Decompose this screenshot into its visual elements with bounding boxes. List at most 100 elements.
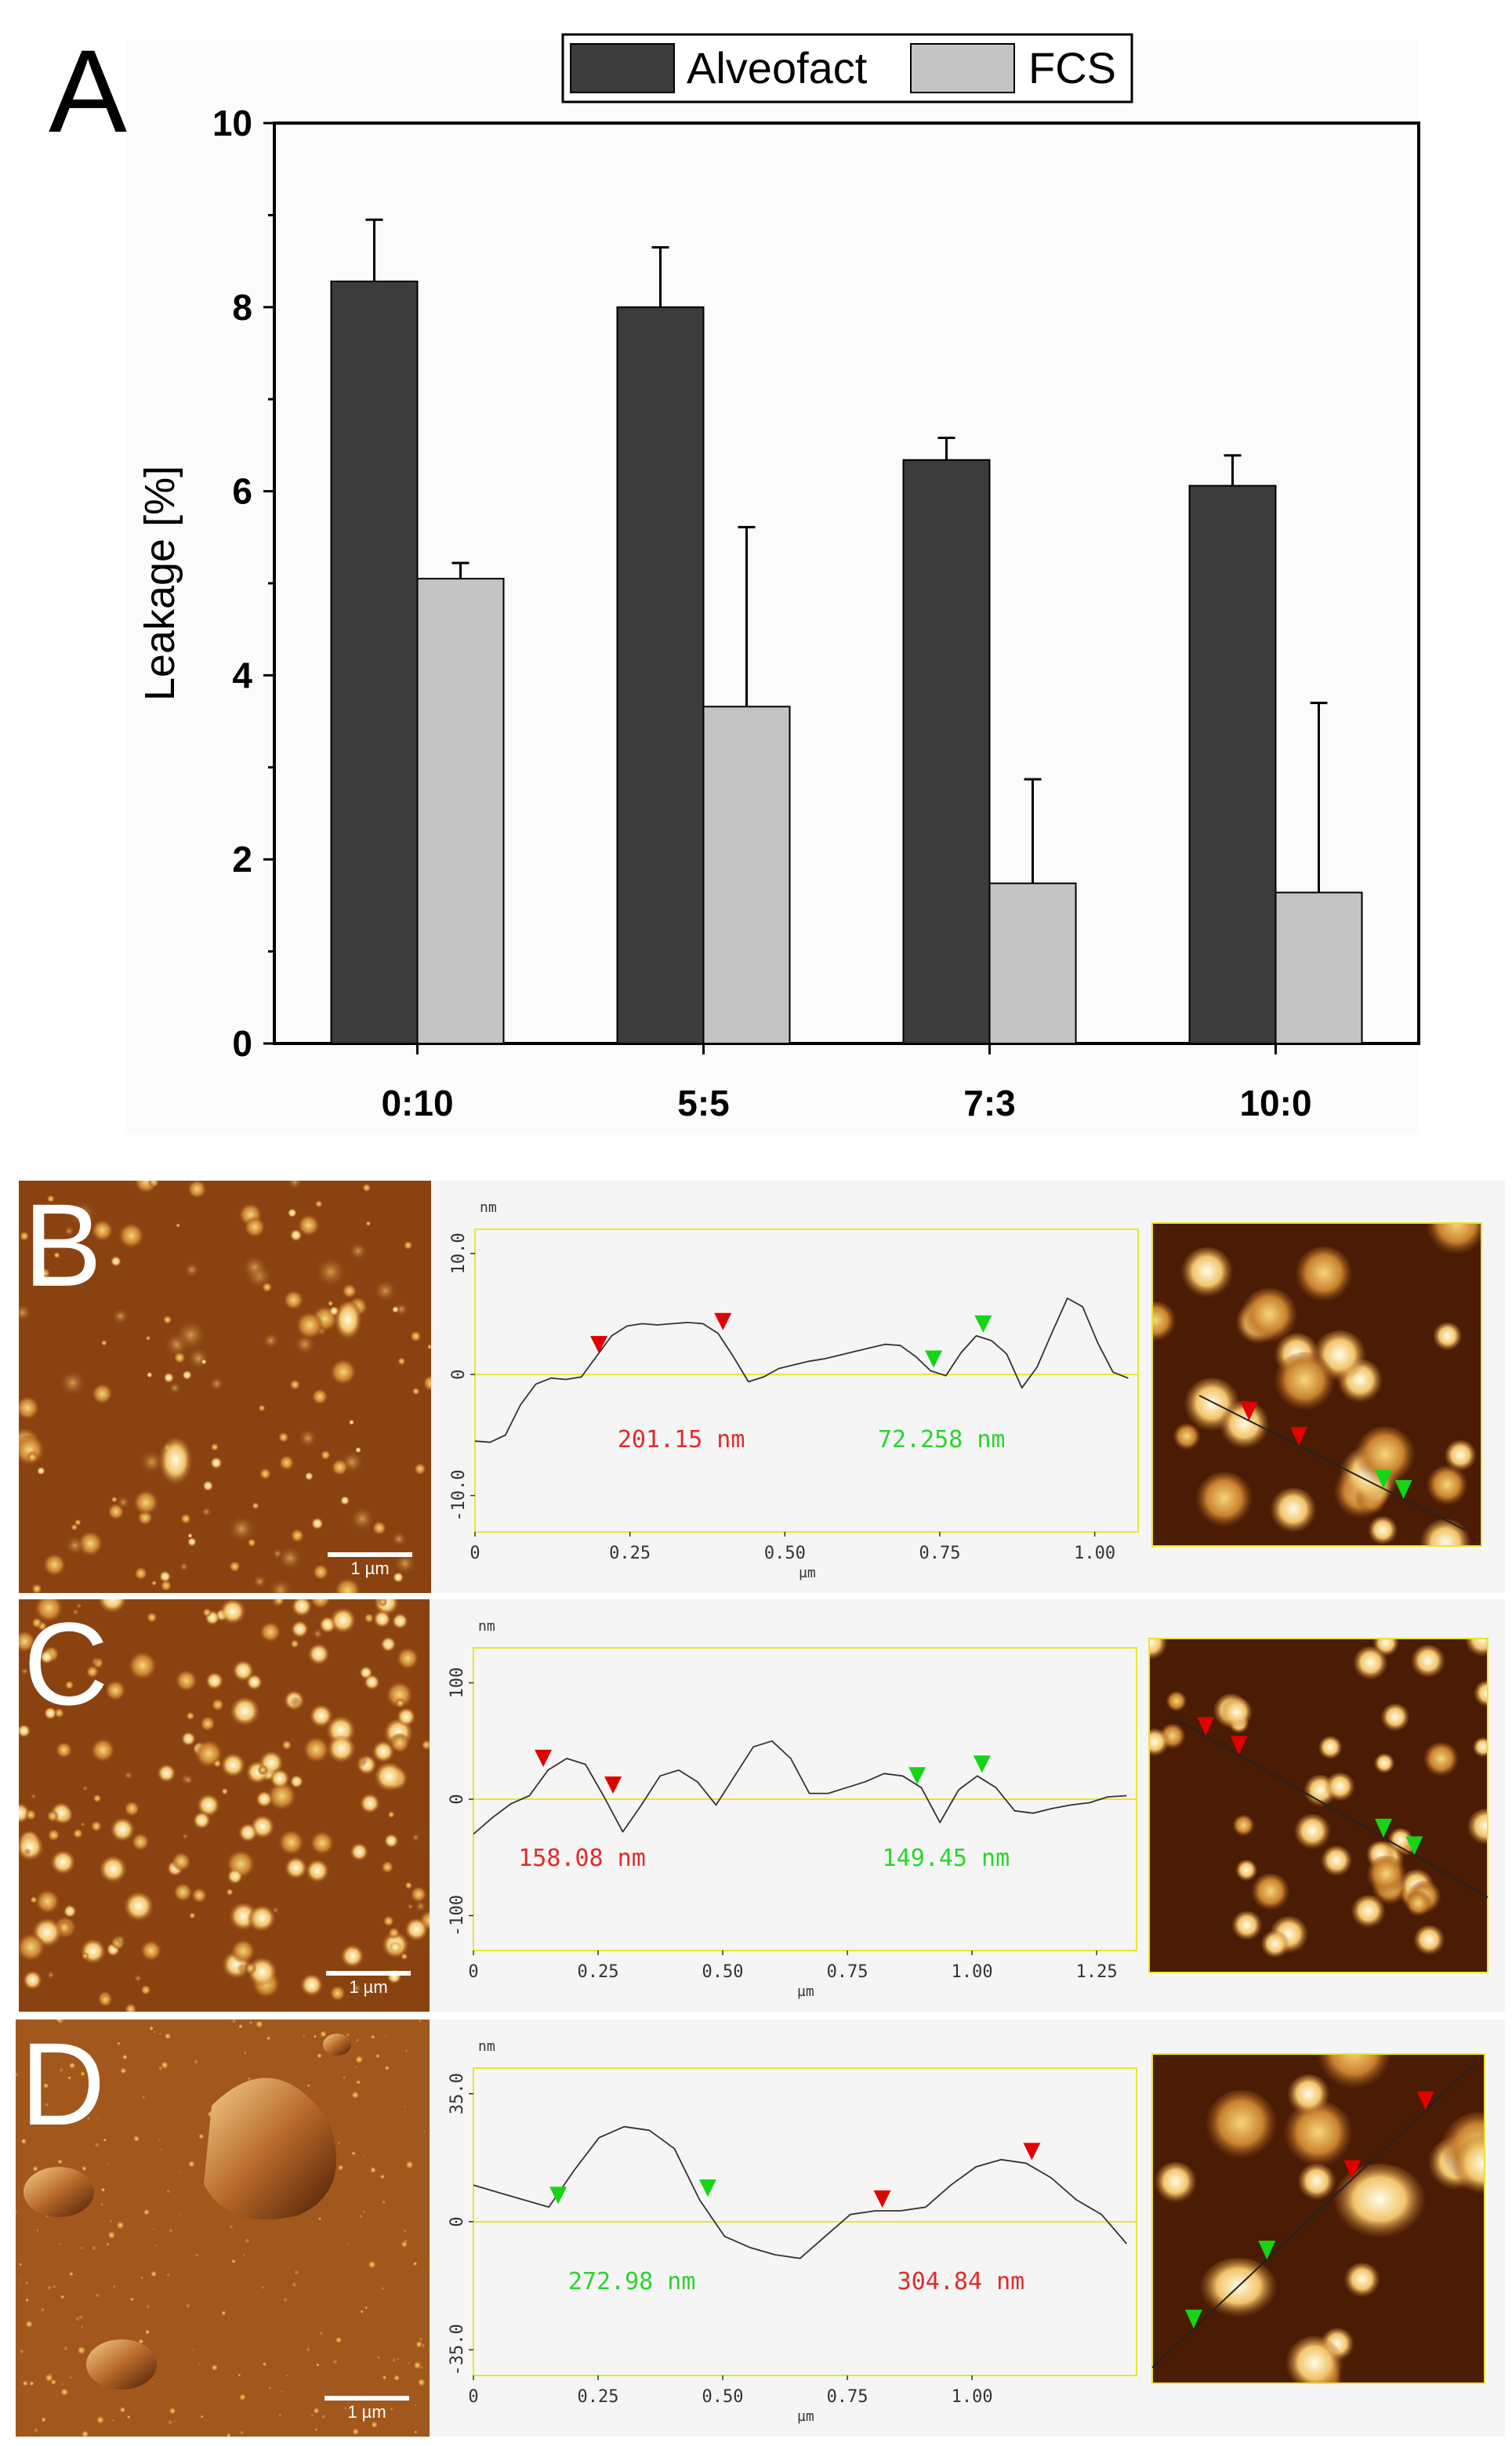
afm-particle: [360, 2310, 364, 2314]
legend-label-fcs: FCS: [1028, 43, 1116, 93]
profile-measure-label: 304.84 nm: [897, 2268, 1025, 2295]
afm-particle: [422, 1375, 433, 1392]
afm-particle: [99, 2201, 105, 2208]
profile-marker: [604, 1776, 622, 1795]
afm-particle: [154, 2244, 158, 2248]
afm-particle: [20, 2138, 27, 2146]
afm-particle: [72, 1828, 84, 1840]
afm-particle: [111, 2418, 116, 2423]
afm-particle: [237, 1824, 258, 1844]
afm-particle: [76, 2346, 86, 2356]
profile-x-tick-label: 1.25: [1076, 1962, 1118, 1982]
afm-particle: [31, 2426, 41, 2435]
profile-y-tick-label: -10.0: [449, 1470, 469, 1522]
afm-particle: [412, 2261, 418, 2266]
afm-particle: [143, 2208, 150, 2216]
afm-particle: [63, 1225, 75, 1238]
afm-particle: [1412, 1925, 1445, 1958]
afm-vesicle: [24, 2167, 94, 2217]
afm-particle: [199, 1716, 216, 1733]
afm-particle: [390, 2357, 397, 2364]
profile-y-tick-label: 0: [448, 1794, 467, 1804]
afm-particle: [36, 1467, 45, 1476]
afm-particle: [189, 1912, 196, 1920]
afm-particle: [226, 1889, 234, 1896]
afm-particle: [343, 2405, 349, 2412]
afm-particle: [384, 2065, 390, 2071]
afm-particle: [71, 1608, 80, 1617]
profile-marker: [873, 2190, 891, 2208]
afm-particle: [68, 2062, 76, 2070]
afm-particle: [179, 1562, 190, 1573]
afm-particle: [180, 1513, 192, 1525]
afm-particle: [201, 1359, 207, 1365]
afm-particle: [1472, 1737, 1488, 1759]
afm-particle: [378, 1599, 388, 1607]
afm-particle: [1286, 2074, 1331, 2118]
thumb-marker: [1184, 2310, 1202, 2329]
afm-particle: [110, 1818, 136, 1844]
afm-particle: [46, 1810, 60, 1824]
afm-particle: [419, 2364, 425, 2371]
afm-particle: [361, 2209, 367, 2215]
afm-particle: [107, 2230, 116, 2241]
afm-particle: [248, 1905, 276, 1933]
afm-particle: [241, 1255, 268, 1282]
afm-particle: [97, 1599, 128, 1615]
afm-particle: [342, 1284, 357, 1300]
bar-fcs-5-5: [702, 706, 791, 1044]
afm-particle: [387, 1811, 395, 1819]
afm-particle: [169, 2407, 177, 2415]
afm-particle: [202, 1480, 214, 1492]
afm-particle: [1444, 1439, 1478, 1474]
afm-particle: [379, 2285, 386, 2292]
afm-particle: [30, 1896, 38, 1904]
afm-particle: [53, 1707, 65, 1719]
afm-particle: [271, 1906, 280, 1915]
afm-particle: [388, 2406, 395, 2413]
afm-particle: [257, 1765, 269, 1776]
afm-thumbnail-c: [1149, 1639, 1488, 1972]
afm-particle: [326, 1735, 357, 1765]
afm-particle: [209, 1457, 223, 1470]
afm-particle: [187, 2160, 196, 2168]
thumb-marker: [1375, 1818, 1393, 1838]
afm-particle: [151, 2030, 158, 2035]
profile-y-tick-label: -100: [448, 1895, 467, 1936]
afm-particle: [348, 1420, 354, 1425]
afm-particle: [238, 2393, 247, 2402]
afm-particle: [246, 2020, 255, 2027]
afm-particle: [119, 2067, 127, 2075]
afm-particle: [277, 1432, 289, 1443]
profile-x-tick-label: 0.50: [702, 1962, 744, 1982]
scale-bar: [328, 1552, 412, 1557]
afm-particle: [162, 1316, 172, 1325]
x-tick-label: 10:0: [1239, 1083, 1311, 1123]
profile-measure-label: 158.08 nm: [518, 1845, 646, 1872]
afm-particle: [227, 2223, 235, 2231]
afm-particle: [64, 1681, 74, 1690]
afm-particle: [393, 1302, 409, 1318]
afm-particle: [86, 2052, 92, 2059]
afm-particle: [289, 1697, 302, 1709]
afm-particle: [417, 2020, 423, 2024]
afm-particle: [380, 1637, 397, 1653]
afm-particle: [1387, 1827, 1414, 1854]
afm-particle: [355, 1446, 361, 1453]
profile-y-tick-label: 0: [449, 1370, 469, 1380]
afm-particle: [309, 1704, 333, 1729]
afm-particle: [35, 1243, 43, 1251]
afm-particle: [127, 1652, 158, 1682]
afm-particle: [156, 2137, 161, 2143]
afm-particle: [26, 1451, 38, 1464]
afm-particle: [16, 2070, 21, 2079]
afm-particle: [1235, 1860, 1258, 1883]
afm-particle: [329, 1986, 346, 2002]
afm-particle: [291, 1599, 313, 1618]
afm-particle: [183, 1262, 201, 1279]
afm-particle: [165, 2418, 175, 2428]
profile-x-tick-label: 0.50: [764, 1544, 806, 1563]
afm-particle: [381, 1861, 394, 1874]
afm-particle: [24, 2320, 34, 2329]
afm-particle: [186, 1711, 195, 1721]
